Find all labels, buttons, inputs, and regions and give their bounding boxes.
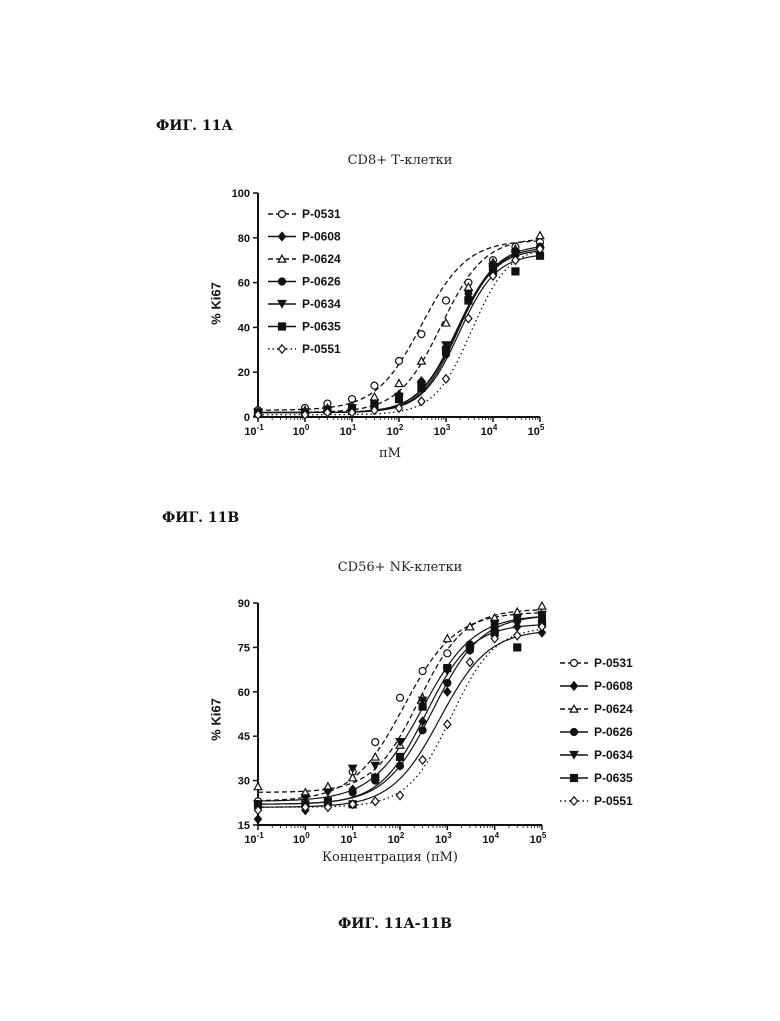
chart-b-series-2-point	[371, 753, 379, 760]
chart-b-y-tick-label: 30	[238, 776, 250, 788]
chart-b-series-3-point	[397, 762, 404, 769]
chart-b-y-tick-label: 60	[238, 687, 250, 699]
chart-b-series-3-point	[349, 789, 356, 796]
chart-b-series-5-point	[397, 753, 404, 760]
chart-b-series-0-point	[397, 694, 404, 701]
chart-b-x-tick-label: 103	[435, 831, 452, 846]
chart-b-y-tick-label: 15	[238, 820, 250, 832]
chart-b-series-2-point	[349, 774, 357, 781]
chart-b-series-1-point	[444, 688, 451, 696]
chart-b-series-0-fit-line	[258, 613, 542, 801]
chart-b-series-6-point	[397, 791, 404, 799]
chart-b-series-6-point	[466, 658, 473, 666]
chart-b-legend-marker-1	[571, 682, 578, 690]
chart-b-series-0-point	[372, 739, 379, 746]
chart-b-y-tick-label: 75	[238, 642, 250, 654]
chart-b-series-5-point	[372, 774, 379, 781]
chart-b-series-5-point	[466, 644, 473, 651]
chart-b-series-6-point	[419, 756, 426, 764]
chart-b-legend-label-4: P-0634	[594, 748, 633, 762]
chart-b-legend-marker-3	[571, 729, 578, 736]
chart-b-x-tick-label: 104	[482, 831, 499, 846]
chart-b-series-1-fit-line	[258, 632, 542, 807]
chart-b-series-6-fit-line	[258, 629, 542, 807]
chart-b-series-5-point	[444, 665, 451, 672]
chart-b-series-0-point	[444, 650, 451, 657]
chart-b-series-3-point	[444, 679, 451, 686]
chart-b-legend-marker-6	[571, 797, 578, 805]
chart-b-series-5-point	[514, 644, 521, 651]
chart-b-series-6-point	[444, 720, 451, 728]
chart-b-series-2-point	[254, 783, 262, 790]
chart-b-series-0-point	[419, 668, 426, 675]
chart-b-legend-label-0: P-0531	[594, 656, 633, 670]
chart-b-series-3-point	[419, 727, 426, 734]
chart-b-legend-label-1: P-0608	[594, 679, 633, 693]
chart-b-series-5-point	[419, 703, 426, 710]
chart-b-legend-marker-0	[571, 660, 578, 667]
chart-b-y-tick-label: 90	[238, 598, 250, 610]
chart-b-x-tick-label: 101	[340, 831, 357, 846]
chart-b-y-tick-label: 45	[238, 731, 250, 743]
chart-b-series-2-point	[443, 635, 451, 642]
chart-b-series-6-point	[514, 631, 521, 639]
chart-b-series-1-point	[255, 815, 262, 823]
chart-b-legend-label-3: P-0626	[594, 725, 633, 739]
chart-b-x-tick-label: 102	[388, 831, 405, 846]
chart-b-legend-label-6: P-0551	[594, 794, 633, 808]
chart-b-series-6-point	[372, 797, 379, 805]
chart-b-x-tick-label: 105	[530, 831, 547, 846]
chart-b-series-4-point	[371, 762, 379, 769]
chart-b-legend-label-5: P-0635	[594, 771, 633, 785]
chart-b-x-tick-label: 10-1	[244, 831, 264, 846]
chart-b-series-3-fit-line	[258, 617, 542, 804]
chart-b-legend-marker-5	[571, 775, 578, 782]
chart-b-legend-label-2: P-0624	[594, 702, 633, 716]
chart-b-x-tick-label: 100	[293, 831, 310, 846]
chart-b-series-2-point	[538, 602, 546, 609]
